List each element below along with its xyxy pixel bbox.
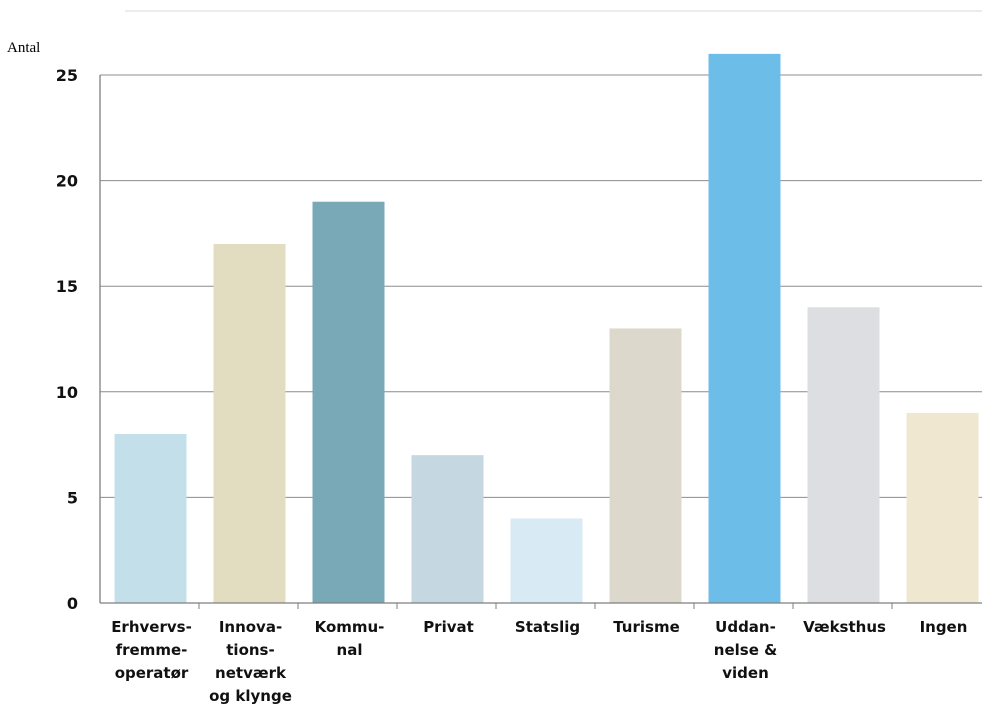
bar-2 <box>312 201 385 603</box>
bar-8 <box>906 412 979 603</box>
y-tick-label: 15 <box>56 277 78 296</box>
x-tick-label: Innova-tions-netværk og klynge <box>209 618 292 705</box>
x-tick-label: Ingen <box>920 618 968 636</box>
x-tick-label: Erhvervs-fremme-operatør <box>111 618 192 682</box>
y-tick-label: 5 <box>67 488 78 507</box>
y-tick-label: 20 <box>56 172 78 191</box>
bars <box>114 53 979 603</box>
bar-7 <box>807 307 880 603</box>
bar-6 <box>708 53 781 603</box>
bar-1 <box>213 243 286 603</box>
y-axis-label: Antal <box>7 40 40 56</box>
y-tick-labels: 0 5 10 15 20 25 <box>56 66 78 613</box>
x-tick-label: Uddan-nelse & viden <box>714 618 777 682</box>
bar-4 <box>510 518 583 603</box>
x-tick-label: Privat <box>423 618 474 636</box>
x-tick-label: Turisme <box>613 618 680 636</box>
x-tick-label: Væksthus <box>803 618 886 636</box>
bar-3 <box>411 455 484 603</box>
x-tick-label: Statslig <box>515 618 580 636</box>
bar-0 <box>114 434 187 603</box>
x-tick-label: Kommu-nal <box>315 618 385 659</box>
x-tick-labels: Erhvervs-fremme-operatør Innova-tions-net… <box>111 603 967 705</box>
bar-5 <box>609 328 682 603</box>
y-tick-label: 0 <box>67 594 78 613</box>
y-tick-label: 25 <box>56 66 78 85</box>
y-tick-label: 10 <box>56 383 78 402</box>
